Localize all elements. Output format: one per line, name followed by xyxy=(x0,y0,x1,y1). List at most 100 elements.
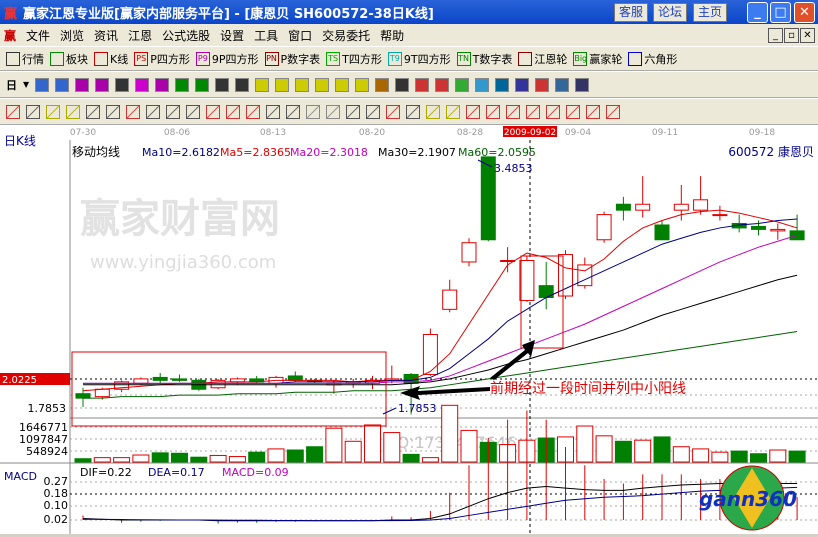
draw-tool-icon[interactable] xyxy=(126,104,140,119)
maximize-button[interactable]: □ xyxy=(770,2,791,23)
macd-dea-label: DEA=0.17 xyxy=(148,466,205,479)
toolbar-item[interactable]: TN T数字表 xyxy=(456,51,512,67)
draw-tool-icon[interactable] xyxy=(246,104,260,119)
draw-tool-icon[interactable] xyxy=(586,104,600,119)
mdi-minimize-button[interactable]: _ xyxy=(768,28,783,43)
toolbar-item-label: 六角形 xyxy=(644,52,678,66)
tool-icon[interactable] xyxy=(55,77,70,92)
tool-icon[interactable] xyxy=(575,77,590,92)
tool-icon[interactable] xyxy=(335,77,350,92)
tool-icon[interactable] xyxy=(135,77,150,92)
toolbar-item[interactable]: P9 9P四方形 xyxy=(195,51,259,67)
tool-icon[interactable] xyxy=(555,77,570,92)
draw-tool-icon[interactable] xyxy=(6,104,20,119)
draw-tool-icon[interactable] xyxy=(366,104,380,119)
toolbar-item[interactable]: K线 xyxy=(94,51,128,67)
draw-tool-icon[interactable] xyxy=(226,104,240,119)
minimize-button[interactable]: _ xyxy=(747,2,768,23)
mdi-close-button[interactable]: ✕ xyxy=(800,28,815,43)
candle-body xyxy=(770,228,786,232)
menu-item[interactable]: 帮助 xyxy=(380,28,405,43)
draw-tool-icon[interactable] xyxy=(406,104,420,119)
toolbar-item[interactable]: 江恩轮 xyxy=(518,51,567,67)
menu-item[interactable]: 公式选股 xyxy=(162,28,211,43)
tool-icon[interactable] xyxy=(315,77,330,92)
draw-tool-icon[interactable] xyxy=(526,104,540,119)
draw-tool-icon[interactable] xyxy=(186,104,200,119)
draw-tool-icon[interactable] xyxy=(286,104,300,119)
draw-tool-icon[interactable] xyxy=(306,104,320,119)
toolbar-item[interactable]: PN P数字表 xyxy=(264,51,320,67)
draw-tool-icon[interactable] xyxy=(426,104,440,119)
draw-tool-icon[interactable] xyxy=(146,104,160,119)
draw-tool-icon[interactable] xyxy=(486,104,500,119)
toolbar-item[interactable]: 六角形 xyxy=(628,51,677,67)
tool-icon[interactable] xyxy=(395,77,410,92)
draw-tool-icon[interactable] xyxy=(606,104,620,119)
volume-bar xyxy=(248,451,266,463)
menu-item[interactable]: 工具 xyxy=(254,28,279,43)
menu-item[interactable]: 江恩 xyxy=(128,28,153,43)
draw-tool-icon[interactable] xyxy=(326,104,340,119)
macd-tick: 0.02 xyxy=(44,513,69,526)
tool-icon[interactable] xyxy=(115,77,130,92)
draw-tool-icon[interactable] xyxy=(86,104,100,119)
draw-tool-icon[interactable] xyxy=(266,104,280,119)
tool-icon[interactable] xyxy=(295,77,310,92)
tool-icon[interactable] xyxy=(155,77,170,92)
close-button[interactable]: ✕ xyxy=(794,2,815,23)
draw-tool-icon[interactable] xyxy=(206,104,220,119)
tool-icon[interactable] xyxy=(175,77,190,92)
tool-icon[interactable] xyxy=(535,77,550,92)
forum-button[interactable]: 论坛 xyxy=(653,3,688,22)
menu-item[interactable]: 设置 xyxy=(220,28,245,43)
menu-item[interactable]: 窗口 xyxy=(288,28,313,43)
draw-tool-icon[interactable] xyxy=(46,104,60,119)
tool-icon[interactable] xyxy=(255,77,270,92)
menu-item[interactable]: 交易委托 xyxy=(322,28,371,43)
draw-tool-icon[interactable] xyxy=(566,104,580,119)
tool-icon[interactable] xyxy=(375,77,390,92)
toolbar-item[interactable]: PS P四方形 xyxy=(134,51,190,67)
draw-tool-icon[interactable] xyxy=(466,104,480,119)
kline-chart[interactable]: 赢家财富网www.yingjia360.comQQ:173145764607-3… xyxy=(0,125,818,534)
kefu-button[interactable]: 客服 xyxy=(614,3,649,22)
draw-tool-icon[interactable] xyxy=(26,104,40,119)
tool-icon[interactable] xyxy=(475,77,490,92)
menu-item[interactable]: 文件 xyxy=(26,28,51,43)
toolbar-item[interactable]: 行情 xyxy=(6,51,44,67)
tool-icon[interactable] xyxy=(75,77,90,92)
draw-tool-icon[interactable] xyxy=(106,104,120,119)
tool-icon[interactable] xyxy=(215,77,230,92)
toolbar-item[interactable]: Big 赢家轮 xyxy=(573,51,622,67)
tool-icon[interactable] xyxy=(415,77,430,92)
toolbar-item[interactable]: TS T四方形 xyxy=(326,51,382,67)
draw-tool-icon[interactable] xyxy=(166,104,180,119)
home-button[interactable]: 主页 xyxy=(693,3,728,22)
menu-item[interactable]: 资讯 xyxy=(94,28,119,43)
mdi-restore-button[interactable]: ▫ xyxy=(784,28,799,43)
draw-tool-icon[interactable] xyxy=(446,104,460,119)
tool-icon[interactable] xyxy=(235,77,250,92)
tool-icon[interactable] xyxy=(515,77,530,92)
toolbar-item[interactable]: T9 9T四方形 xyxy=(387,51,451,67)
chevron-down-icon[interactable]: ▼ xyxy=(23,80,30,89)
menu-item[interactable]: 浏览 xyxy=(60,28,85,43)
draw-tool-icon[interactable] xyxy=(66,104,80,119)
tool-icon[interactable] xyxy=(455,77,470,92)
tool-icon[interactable] xyxy=(35,77,50,92)
candle-body xyxy=(422,333,438,375)
tool-icon[interactable] xyxy=(495,77,510,92)
draw-tool-icon[interactable] xyxy=(546,104,560,119)
kline-chart-panel[interactable]: 赢家财富网www.yingjia360.comQQ:173145764607-3… xyxy=(0,125,818,534)
draw-tool-icon[interactable] xyxy=(346,104,360,119)
toolbar-item[interactable]: 板块 xyxy=(50,51,88,67)
tool-icon[interactable] xyxy=(355,77,370,92)
period-select[interactable]: 日 xyxy=(6,78,17,92)
tool-icon[interactable] xyxy=(435,77,450,92)
tool-icon[interactable] xyxy=(275,77,290,92)
tool-icon[interactable] xyxy=(95,77,110,92)
draw-tool-icon[interactable] xyxy=(506,104,520,119)
draw-tool-icon[interactable] xyxy=(386,104,400,119)
tool-icon[interactable] xyxy=(195,77,210,92)
